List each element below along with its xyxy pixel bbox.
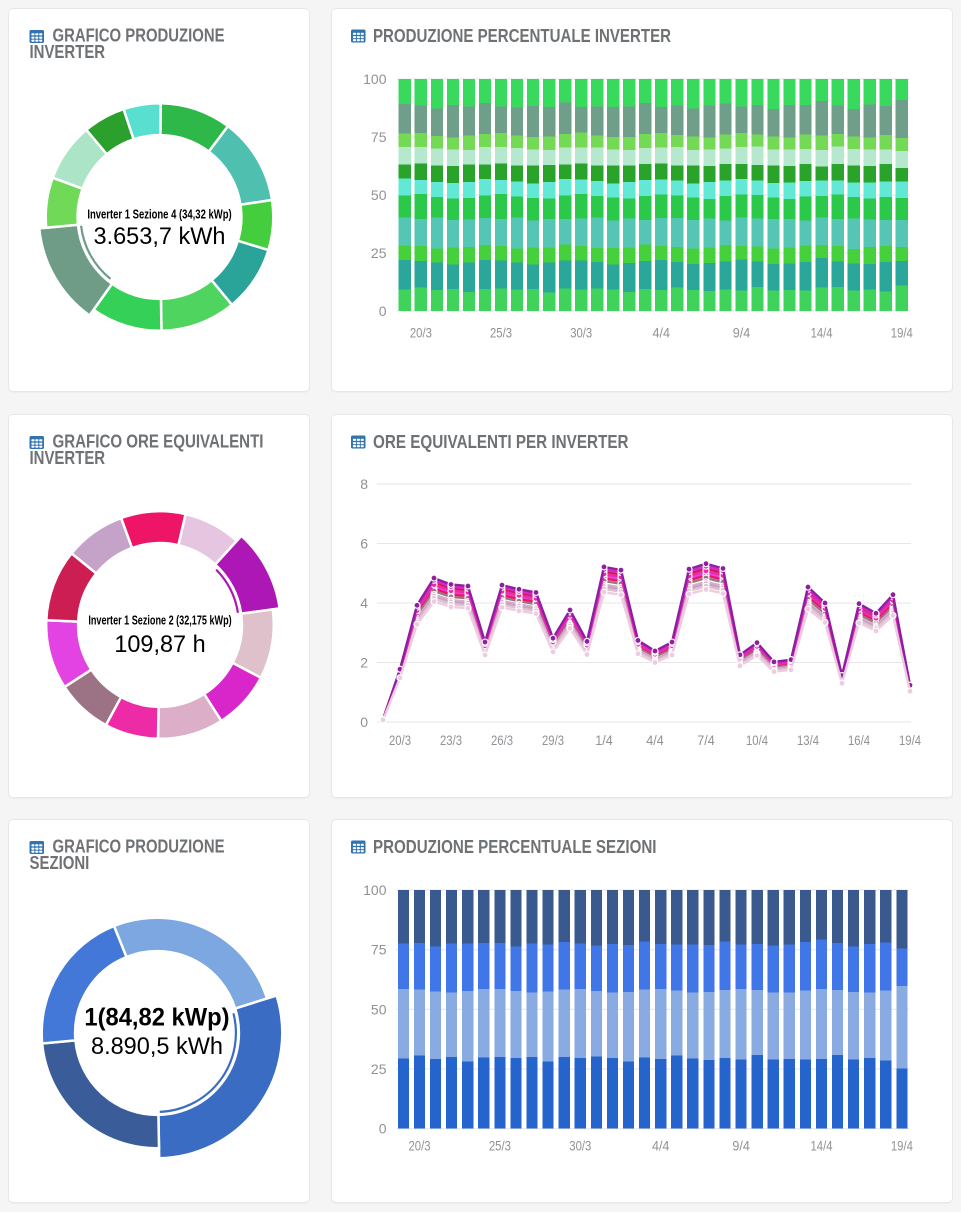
- svg-text:9/4: 9/4: [733, 325, 751, 341]
- svg-text:7/4: 7/4: [697, 732, 715, 748]
- svg-text:Inverter 1 Sezione 2 (32,175 k: Inverter 1 Sezione 2 (32,175 kWp): [88, 613, 231, 628]
- svg-text:GRAFICO ORE EQUIVALENTI: GRAFICO ORE EQUIVALENTI: [53, 431, 264, 452]
- svg-text:4/4: 4/4: [646, 732, 664, 748]
- svg-text:PRODUZIONE PERCENTUALE SEZIONI: PRODUZIONE PERCENTUALE SEZIONI: [373, 836, 657, 857]
- svg-text:2: 2: [360, 655, 368, 671]
- svg-text:13/4: 13/4: [797, 732, 819, 748]
- svg-text:ORE EQUIVALENTI PER INVERTER: ORE EQUIVALENTI PER INVERTER: [373, 431, 629, 452]
- svg-text:50: 50: [371, 1001, 387, 1017]
- svg-text:6: 6: [360, 536, 368, 552]
- svg-text:14/4: 14/4: [811, 1138, 833, 1154]
- svg-text:20/3: 20/3: [410, 325, 432, 341]
- svg-text:4: 4: [360, 595, 368, 611]
- svg-text:10/4: 10/4: [746, 732, 768, 748]
- svg-text:PRODUZIONE PERCENTUALE INVERTE: PRODUZIONE PERCENTUALE INVERTER: [373, 25, 671, 46]
- svg-text:75: 75: [371, 129, 387, 145]
- svg-text:0: 0: [379, 1121, 387, 1137]
- svg-text:50: 50: [371, 187, 387, 203]
- svg-text:8: 8: [360, 476, 368, 492]
- svg-text:0: 0: [379, 303, 387, 319]
- svg-text:16/4: 16/4: [848, 732, 870, 748]
- svg-text:109,87 h: 109,87 h: [114, 631, 205, 658]
- svg-text:30/3: 30/3: [569, 1138, 591, 1154]
- svg-text:SEZIONI: SEZIONI: [30, 852, 90, 873]
- svg-text:25: 25: [371, 245, 387, 261]
- svg-text:25/3: 25/3: [489, 1138, 511, 1154]
- svg-text:4/4: 4/4: [653, 325, 671, 341]
- svg-text:4/4: 4/4: [652, 1138, 670, 1154]
- svg-text:29/3: 29/3: [542, 732, 564, 748]
- svg-text:19/4: 19/4: [891, 325, 913, 341]
- svg-text:100: 100: [363, 71, 387, 87]
- svg-text:8.890,5 kWh: 8.890,5 kWh: [91, 1033, 223, 1060]
- svg-text:GRAFICO PRODUZIONE: GRAFICO PRODUZIONE: [53, 25, 225, 46]
- svg-text:GRAFICO PRODUZIONE: GRAFICO PRODUZIONE: [53, 836, 225, 857]
- svg-text:30/3: 30/3: [570, 325, 592, 341]
- svg-text:14/4: 14/4: [811, 325, 833, 341]
- svg-text:INVERTER: INVERTER: [30, 41, 106, 62]
- svg-text:75: 75: [371, 942, 387, 958]
- svg-text:25: 25: [371, 1061, 387, 1077]
- svg-text:19/4: 19/4: [891, 1138, 913, 1154]
- svg-text:23/3: 23/3: [440, 732, 462, 748]
- svg-text:20/3: 20/3: [389, 732, 411, 748]
- svg-text:1/4: 1/4: [595, 732, 613, 748]
- svg-text:9/4: 9/4: [732, 1138, 750, 1154]
- svg-text:26/3: 26/3: [491, 732, 513, 748]
- svg-text:25/3: 25/3: [490, 325, 512, 341]
- svg-text:20/3: 20/3: [409, 1138, 431, 1154]
- svg-text:0: 0: [360, 714, 368, 730]
- svg-text:100: 100: [363, 882, 387, 898]
- svg-text:1(84,82 kWp): 1(84,82 kWp): [84, 1005, 229, 1032]
- svg-text:INVERTER: INVERTER: [30, 447, 106, 468]
- svg-text:3.653,7 kWh: 3.653,7 kWh: [94, 223, 226, 250]
- svg-text:Inverter 1 Sezione 4 (34,32 kW: Inverter 1 Sezione 4 (34,32 kWp): [87, 207, 231, 222]
- svg-text:19/4: 19/4: [899, 732, 921, 748]
